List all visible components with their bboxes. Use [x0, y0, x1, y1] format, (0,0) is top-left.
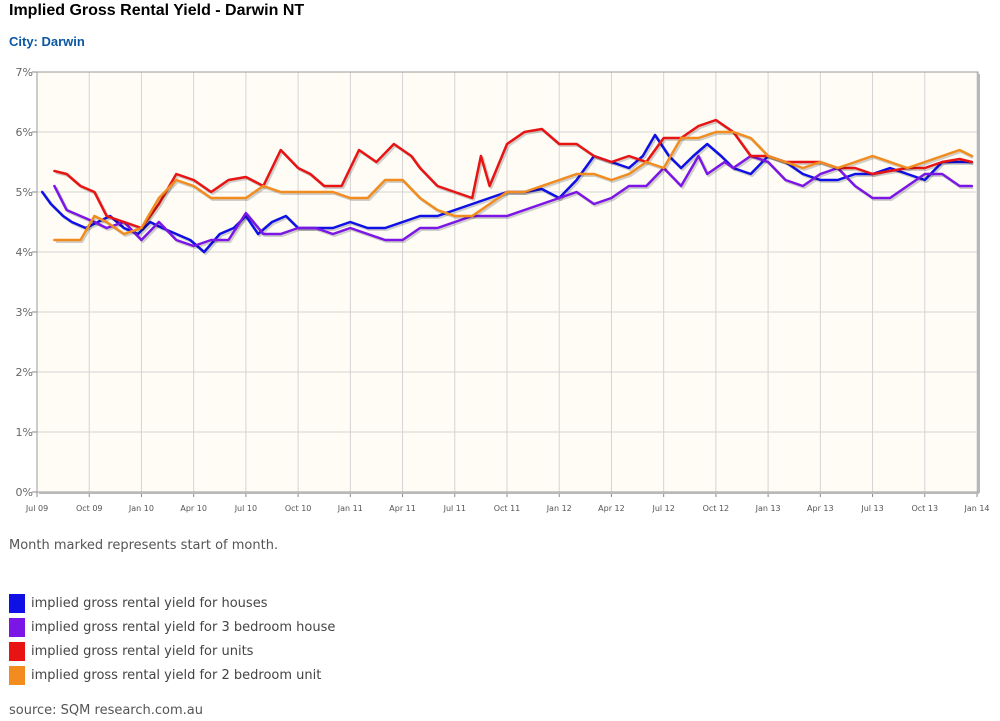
y-tick-label: 4%: [16, 246, 33, 259]
y-tick-label: 0%: [16, 486, 33, 499]
x-tick-label: Oct 09: [76, 504, 103, 513]
x-tick-label: Apr 12: [598, 504, 625, 513]
y-tick-label: 6%: [16, 126, 33, 139]
legend-label-2-bedroom-unit: implied gross rental yield for 2 bedroom…: [31, 667, 322, 683]
y-tick-label: 1%: [16, 426, 33, 439]
y-tick-label: 2%: [16, 366, 33, 379]
x-tick-label: Apr 13: [807, 504, 834, 513]
x-tick-label: Jul 11: [443, 504, 466, 513]
legend: implied gross rental yield for houses im…: [9, 591, 335, 687]
y-tick-label: 5%: [16, 186, 33, 199]
x-tick-label: Jul 10: [234, 504, 257, 513]
y-tick-label: 3%: [16, 306, 33, 319]
legend-swatch-3-bedroom-house: [9, 617, 25, 637]
legend-label-units: implied gross rental yield for units: [31, 643, 254, 659]
legend-swatch-2-bedroom-unit: [9, 665, 25, 685]
legend-label-3-bedroom-house: implied gross rental yield for 3 bedroom…: [31, 619, 336, 635]
x-tick-label: Oct 13: [911, 504, 938, 513]
x-tick-label: Oct 11: [494, 504, 521, 513]
x-tick-label: Jan 13: [755, 504, 781, 513]
chart-subtitle: City: Darwin: [9, 34, 85, 49]
x-tick-label: Jul 12: [651, 504, 674, 513]
legend-swatch-units: [9, 641, 25, 661]
source-note: source: SQM research.com.au: [9, 703, 203, 718]
legend-item-3-bedroom-house: implied gross rental yield for 3 bedroom…: [9, 615, 335, 639]
x-tick-label: Jan 14: [963, 504, 989, 513]
x-tick-label: Jan 11: [337, 504, 363, 513]
x-tick-label: Oct 12: [703, 504, 730, 513]
chart-title: Implied Gross Rental Yield - Darwin NT: [9, 2, 305, 19]
series-shadow-3-bedroom-house: [54, 156, 974, 249]
legend-swatch-houses: [9, 593, 25, 613]
x-tick-label: Apr 10: [180, 504, 207, 513]
x-tick-label: Jan 12: [546, 504, 572, 513]
series-line-units: [53, 118, 974, 230]
x-tick-label: Apr 11: [389, 504, 416, 513]
x-tick-label: Jul 13: [860, 504, 883, 513]
x-tick-label: Oct 10: [285, 504, 312, 513]
legend-item-2-bedroom-unit: implied gross rental yield for 2 bedroom…: [9, 663, 335, 687]
series-line-2-bedroom-unit: [53, 130, 974, 242]
legend-item-units: implied gross rental yield for units: [9, 639, 335, 663]
legend-item-houses: implied gross rental yield for houses: [9, 591, 335, 615]
legend-label-houses: implied gross rental yield for houses: [31, 595, 268, 611]
series-line-3-bedroom-house: [53, 154, 974, 248]
line-chart: 0% 1% 2% 3% 4% 5% 6% 7% Jul 09 Oct 09 Jan 10 Apr 10…: [16, 66, 990, 513]
y-tick-label: 7%: [16, 66, 33, 79]
x-tick-label: Jul 09: [25, 504, 48, 513]
chart-note: Month marked represents start of month.: [9, 538, 279, 553]
x-tick-label: Jan 10: [128, 504, 154, 513]
